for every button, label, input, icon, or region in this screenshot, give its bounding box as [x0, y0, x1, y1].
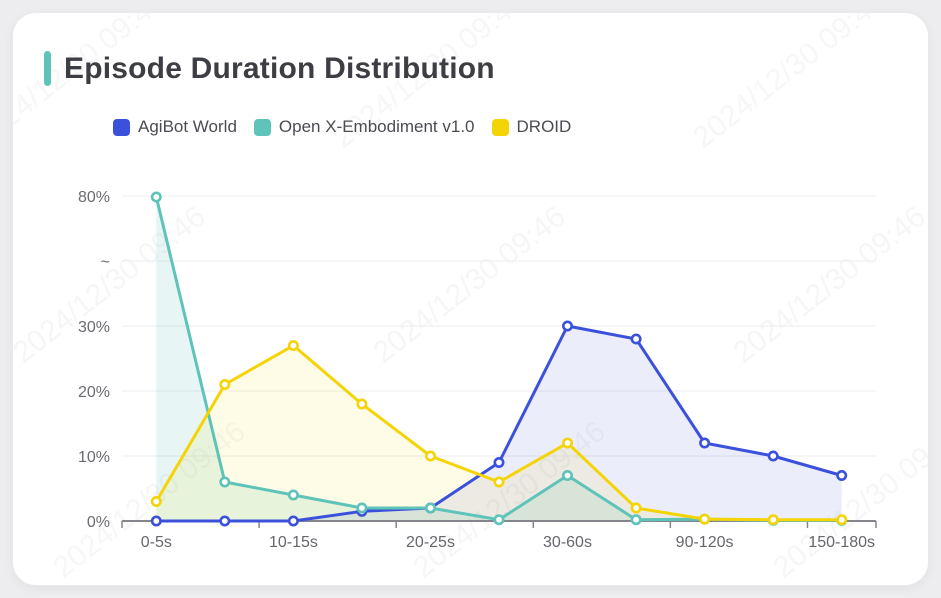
data-point-droid — [287, 340, 299, 352]
series-areas — [156, 197, 842, 521]
y-tick-label: 0% — [87, 514, 110, 531]
legend-swatch — [253, 118, 271, 136]
data-point-droid — [836, 514, 848, 526]
legend-item-agibot-world[interactable]: AgiBot World — [113, 117, 237, 137]
data-point-droid — [699, 513, 711, 525]
data-point-open-x-embodiment-v1-0 — [356, 502, 368, 514]
x-tick-label: 20-25s — [406, 534, 455, 551]
data-point-droid — [219, 379, 231, 391]
legend-label: DROID — [516, 117, 572, 136]
data-point-agibot-world — [219, 515, 231, 527]
grid-lines — [122, 195, 876, 457]
data-point-agibot-world — [561, 320, 573, 332]
x-tick-label: 90-120s — [676, 534, 734, 551]
data-point-open-x-embodiment-v1-0 — [287, 489, 299, 501]
data-point-open-x-embodiment-v1-0 — [561, 469, 573, 481]
area-agibot-world — [156, 326, 842, 521]
y-tick-label: 80% — [78, 189, 110, 206]
data-point-droid — [561, 437, 573, 449]
legend-label: Open X-Embodiment v1.0 — [278, 117, 475, 136]
legend-swatch — [491, 118, 509, 136]
data-point-agibot-world — [767, 450, 779, 462]
data-point-droid — [767, 514, 779, 526]
x-tick-label: 10-15s — [269, 534, 318, 551]
chart-title: Episode Duration Distribution — [64, 51, 495, 85]
data-point-open-x-embodiment-v1-0 — [219, 476, 231, 488]
data-point-agibot-world — [150, 515, 162, 527]
y-tick-label: 30% — [78, 319, 110, 336]
legend-item-open-x-embodiment-v1-0[interactable]: Open X-Embodiment v1.0 — [253, 117, 475, 137]
data-point-droid — [356, 398, 368, 410]
data-point-open-x-embodiment-v1-0 — [424, 502, 436, 514]
title-accent-bar — [44, 51, 51, 86]
x-tick-label: 0-5s — [141, 534, 172, 551]
watermark-text: 2024/12/30 09:46 — [687, 13, 892, 155]
legend-swatch — [113, 118, 130, 136]
legend-item-droid[interactable]: DROID — [491, 117, 572, 137]
data-point-open-x-embodiment-v1-0 — [630, 514, 642, 526]
data-point-agibot-world — [836, 469, 848, 481]
legend: AgiBot World Open X-Embodiment v1.0 DROID — [113, 117, 571, 137]
x-axis-labels: 0-5s 10-15s 20-25s 30-60s 90-120s 150-180s — [141, 534, 875, 551]
y-tick-label: 20% — [78, 384, 110, 401]
x-tick-label: 30-60s — [543, 534, 592, 551]
series-droid — [150, 340, 848, 526]
area-open-x-embodiment-v1-0 — [156, 197, 842, 521]
data-point-droid — [424, 450, 436, 462]
data-point-agibot-world — [493, 456, 505, 468]
y-tick-label: ~ — [101, 254, 110, 271]
data-point-droid — [630, 502, 642, 514]
data-point-open-x-embodiment-v1-0 — [150, 191, 162, 203]
legend-label: AgiBot World — [138, 117, 237, 136]
data-point-droid — [150, 495, 162, 507]
chart-card: 2024/12/30 09:46 2024/12/30 09:46 2024/12/… — [12, 12, 929, 586]
x-tick-label: 150-180s — [808, 534, 875, 551]
title-row: Episode Duration Distribution — [44, 51, 495, 86]
y-axis-labels: 0% 10% 20% 30% ~80% — [78, 189, 110, 531]
y-tick-label: 10% — [78, 449, 110, 466]
area-droid — [156, 345, 842, 521]
data-point-droid — [493, 476, 505, 488]
data-point-agibot-world — [630, 333, 642, 345]
episode-duration-chart: 0% 10% 20% 30% ~80% 0-5s 10-15s 20-25s 30-60s 90-… — [78, 189, 877, 551]
data-point-open-x-embodiment-v1-0 — [493, 514, 505, 526]
data-point-agibot-world — [699, 437, 711, 449]
data-point-agibot-world — [287, 515, 299, 527]
